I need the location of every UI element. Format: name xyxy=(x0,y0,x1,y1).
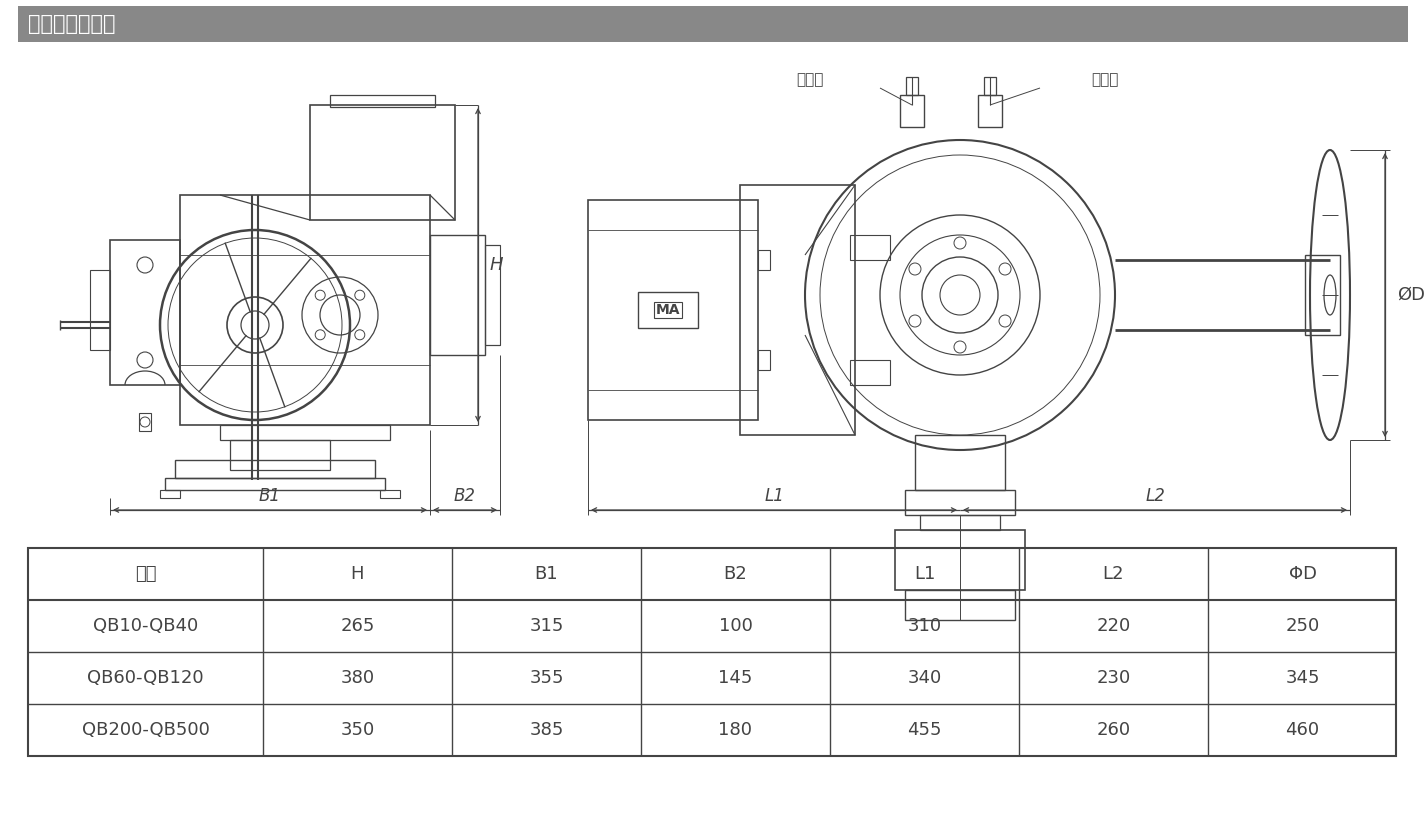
Bar xyxy=(431,235,485,355)
Bar xyxy=(906,77,918,95)
Text: 355: 355 xyxy=(529,669,563,687)
Text: L1: L1 xyxy=(764,487,784,505)
Bar xyxy=(485,245,501,345)
Bar xyxy=(850,360,890,385)
Bar xyxy=(896,530,1025,590)
Text: 250: 250 xyxy=(1285,617,1319,635)
Bar xyxy=(637,292,697,328)
Text: H: H xyxy=(351,565,364,583)
Bar xyxy=(379,490,401,498)
Bar xyxy=(759,350,770,370)
Bar xyxy=(906,490,1015,515)
Bar xyxy=(850,235,890,260)
Bar xyxy=(90,270,110,350)
Text: B1: B1 xyxy=(535,565,559,583)
Bar xyxy=(978,95,1002,127)
Bar xyxy=(740,185,856,435)
Bar xyxy=(230,440,329,470)
Text: ΦD: ΦD xyxy=(1289,565,1316,583)
Text: 230: 230 xyxy=(1097,669,1131,687)
Text: 310: 310 xyxy=(907,617,941,635)
Text: 345: 345 xyxy=(1285,669,1319,687)
Bar xyxy=(588,200,759,420)
Text: 关限位: 关限位 xyxy=(796,73,824,87)
Text: 460: 460 xyxy=(1285,721,1319,739)
Bar xyxy=(160,490,180,498)
Text: L2: L2 xyxy=(1102,565,1124,583)
Text: 100: 100 xyxy=(719,617,753,635)
Text: L1: L1 xyxy=(914,565,935,583)
Bar xyxy=(984,77,995,95)
Text: 220: 220 xyxy=(1097,617,1131,635)
Bar xyxy=(915,435,1005,490)
Text: 315: 315 xyxy=(529,617,563,635)
Text: 外形和外形尺寸: 外形和外形尺寸 xyxy=(29,14,116,34)
Text: L2: L2 xyxy=(1145,487,1165,505)
Text: ØD: ØD xyxy=(1397,286,1425,304)
Text: MA: MA xyxy=(656,303,680,317)
Text: 385: 385 xyxy=(529,721,563,739)
Text: 455: 455 xyxy=(907,721,941,739)
Bar xyxy=(110,240,180,385)
Bar xyxy=(759,250,770,270)
Text: B2: B2 xyxy=(723,565,747,583)
Bar xyxy=(1305,255,1340,335)
Text: 340: 340 xyxy=(907,669,941,687)
Bar xyxy=(309,105,455,220)
Text: 开限位: 开限位 xyxy=(1091,73,1118,87)
Bar xyxy=(220,425,389,440)
Bar xyxy=(906,590,1015,620)
Text: QB10-QB40: QB10-QB40 xyxy=(93,617,198,635)
Text: B1: B1 xyxy=(260,487,281,505)
Bar xyxy=(920,515,1000,530)
Text: 型号: 型号 xyxy=(134,565,157,583)
Text: 145: 145 xyxy=(719,669,753,687)
Text: 180: 180 xyxy=(719,721,753,739)
Bar xyxy=(29,548,1396,756)
Text: 260: 260 xyxy=(1097,721,1131,739)
Bar xyxy=(175,460,375,478)
Bar xyxy=(180,195,431,425)
Bar xyxy=(165,478,385,490)
Bar xyxy=(138,413,151,431)
Bar xyxy=(900,95,924,127)
Text: QB200-QB500: QB200-QB500 xyxy=(81,721,210,739)
Bar xyxy=(329,95,435,107)
Text: 380: 380 xyxy=(341,669,375,687)
Text: H: H xyxy=(491,256,503,274)
Text: 265: 265 xyxy=(341,617,375,635)
Text: QB60-QB120: QB60-QB120 xyxy=(87,669,204,687)
Bar xyxy=(19,6,1407,42)
Text: 350: 350 xyxy=(341,721,375,739)
Text: B2: B2 xyxy=(453,487,476,505)
